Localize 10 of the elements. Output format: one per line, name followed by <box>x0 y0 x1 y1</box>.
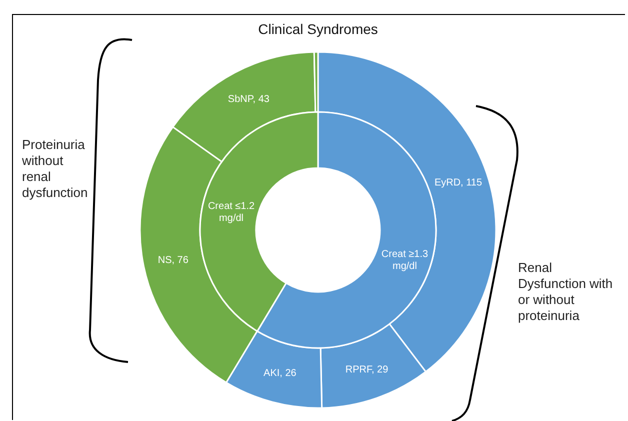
slice-label: EyRD, 115 <box>434 178 482 189</box>
slice-label: NS, 76 <box>158 255 189 266</box>
text: Proteinuria without renal dysfunction <box>22 137 89 201</box>
slice-label: AKI, 26 <box>264 368 297 380</box>
slice-label: Creat ≤1.2 mg/dl <box>208 200 256 224</box>
slice-label: RPRF, 29 <box>345 364 389 376</box>
slice-label: SbNP, 43 <box>228 94 270 106</box>
text: Renal Dysfunction with or without proteinuria <box>518 260 614 324</box>
slice-label: Creat ≥1.3 mg/dl <box>381 249 428 272</box>
chart-title: Clinical Syndromes <box>258 21 378 37</box>
